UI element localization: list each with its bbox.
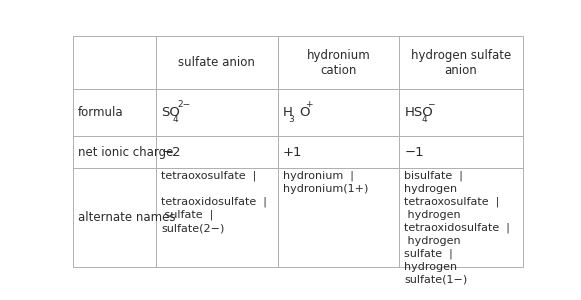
Bar (73, 168, 156, 267)
Text: −1: −1 (404, 146, 424, 159)
Text: hydrogen sulfate
anion: hydrogen sulfate anion (411, 49, 511, 76)
Bar (156, 168, 278, 267)
Bar (156, 89, 278, 136)
Text: net ionic charge: net ionic charge (78, 146, 173, 159)
Text: 3: 3 (289, 115, 295, 124)
Text: O: O (299, 106, 310, 119)
Text: −2: −2 (162, 146, 181, 159)
Bar (73, 136, 156, 168)
Text: 2−: 2− (178, 100, 191, 109)
Text: H: H (283, 106, 293, 119)
Bar (156, 36, 278, 89)
Text: HSO: HSO (404, 106, 433, 119)
Bar (73, 36, 156, 89)
Text: hydronium  |
hydronium(1+): hydronium | hydronium(1+) (283, 170, 368, 194)
Bar (156, 136, 278, 168)
Text: formula: formula (78, 106, 124, 119)
Text: −: − (426, 100, 434, 109)
Bar (278, 136, 399, 168)
Text: +: + (305, 100, 313, 109)
Text: tetraoxosulfate  |

tetraoxidosulfate  |
 sulfate  |
sulfate(2−): tetraoxosulfate | tetraoxidosulfate | su… (162, 170, 267, 233)
Text: SO: SO (162, 106, 180, 119)
Bar (399, 89, 523, 136)
Bar (73, 89, 156, 136)
Text: hydronium
cation: hydronium cation (306, 49, 370, 76)
Text: 4: 4 (422, 115, 428, 124)
Bar (278, 89, 399, 136)
Bar (278, 168, 399, 267)
Text: sulfate anion: sulfate anion (178, 56, 255, 69)
Bar (399, 136, 523, 168)
Text: alternate names: alternate names (78, 211, 175, 224)
Text: +1: +1 (283, 146, 302, 159)
Text: bisulfate  |
hydrogen
tetraoxosulfate  |
 hydrogen
tetraoxidosulfate  |
 hydroge: bisulfate | hydrogen tetraoxosulfate | h… (404, 170, 510, 285)
Text: 4: 4 (173, 115, 179, 124)
Bar (399, 168, 523, 267)
Bar (399, 36, 523, 89)
Bar (278, 36, 399, 89)
